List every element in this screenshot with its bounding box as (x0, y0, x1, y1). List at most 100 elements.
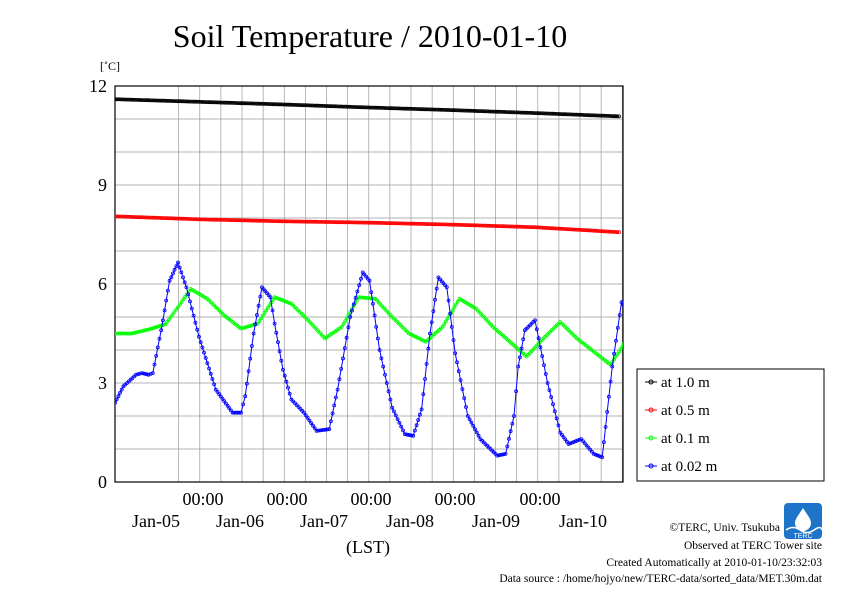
data-point (449, 108, 453, 112)
data-point (403, 106, 408, 111)
data-point (463, 108, 467, 113)
data-point (302, 410, 306, 415)
data-point (195, 327, 200, 332)
data-point (218, 217, 222, 222)
data-point (153, 98, 158, 103)
data-point (335, 104, 340, 109)
data-point (303, 219, 308, 224)
x-tick-date-label: Jan-09 (472, 511, 520, 531)
data-point (529, 225, 534, 230)
data-point (508, 429, 513, 434)
data-point (452, 222, 457, 227)
data-point (337, 377, 342, 382)
data-point (626, 337, 629, 340)
data-point (326, 104, 331, 108)
data-point (314, 428, 319, 433)
data-point (606, 114, 611, 118)
data-point (407, 106, 411, 111)
data-point (381, 364, 386, 369)
data-point (531, 225, 536, 230)
data-point (267, 102, 271, 106)
legend-box (636, 368, 825, 482)
data-point (617, 114, 621, 119)
data-point (305, 415, 310, 420)
data-point (282, 373, 287, 378)
data-point (372, 105, 376, 110)
data-point (305, 219, 310, 224)
data-point (431, 107, 436, 112)
data-point (270, 219, 275, 224)
data-point (351, 105, 355, 109)
data-point (169, 216, 173, 221)
data-point (204, 100, 208, 104)
data-point (142, 215, 147, 220)
data-point (377, 220, 382, 225)
data-point (151, 98, 156, 103)
data-point (312, 103, 317, 108)
data-point (419, 221, 424, 226)
data-point (440, 324, 445, 329)
data-point (414, 423, 419, 428)
data-point (183, 216, 187, 221)
data-point (212, 382, 217, 387)
data-point (461, 223, 466, 227)
data-point (575, 112, 579, 117)
data-point (286, 219, 291, 224)
data-point (503, 451, 508, 456)
data-point (246, 369, 251, 374)
data-point (622, 342, 623, 346)
data-point (436, 222, 441, 227)
data-point (447, 108, 452, 112)
data-point (435, 107, 439, 112)
data-point (517, 224, 522, 229)
data-point (149, 215, 154, 220)
data-point (444, 285, 449, 290)
data-point (320, 428, 324, 433)
data-point (314, 103, 319, 108)
data-point (436, 107, 441, 112)
data-point (519, 224, 523, 229)
data-point (508, 110, 513, 115)
data-point (449, 310, 453, 315)
data-point (188, 299, 192, 304)
data-point (384, 106, 389, 110)
data-point (136, 372, 140, 377)
data-point (183, 99, 187, 104)
data-point (309, 103, 313, 108)
data-point (463, 223, 467, 227)
data-point (237, 101, 242, 105)
data-point (221, 217, 226, 222)
data-point (303, 103, 308, 108)
data-point (589, 113, 593, 118)
data-point (423, 377, 427, 381)
data-point (123, 214, 128, 219)
data-point (309, 219, 313, 224)
data-point (191, 313, 196, 318)
data-point (585, 228, 590, 233)
data-point (274, 219, 278, 224)
data-point (571, 227, 576, 232)
data-point (154, 353, 159, 358)
series-line (115, 288, 623, 366)
data-point (188, 217, 193, 221)
data-point (258, 294, 263, 299)
data-point (340, 220, 345, 225)
data-point (323, 220, 327, 224)
data-point (183, 294, 188, 299)
data-point (177, 216, 182, 221)
data-point (261, 102, 266, 106)
legend-label: at 1.0 m (661, 375, 710, 391)
data-point (576, 112, 581, 117)
data-point (167, 317, 171, 322)
data-point (512, 414, 516, 418)
data-point (244, 325, 248, 330)
data-point (169, 275, 174, 280)
data-point (328, 419, 333, 424)
data-point (172, 310, 177, 314)
data-point (146, 98, 151, 103)
data-point (431, 222, 436, 227)
data-point (174, 99, 179, 103)
data-point (367, 278, 372, 283)
data-point (141, 98, 145, 102)
